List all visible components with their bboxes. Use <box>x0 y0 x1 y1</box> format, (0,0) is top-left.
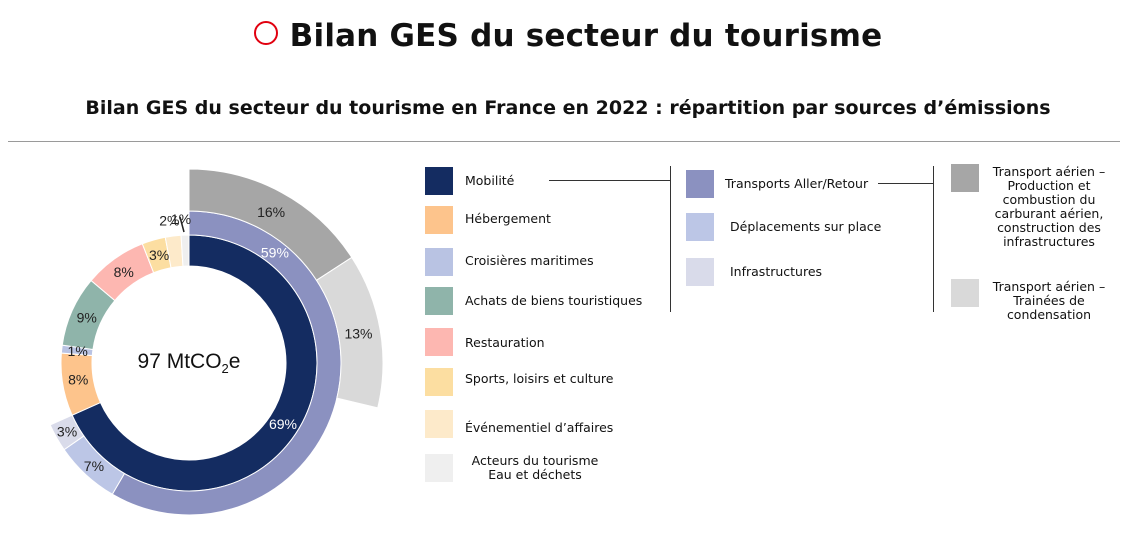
inner-ring <box>60 234 318 492</box>
legend-label-acteurs: Acteurs du tourisme Eau et déchets <box>467 454 603 482</box>
legend-swatch-deplacements <box>686 213 714 241</box>
slice-label-croisieres-maritimes: 1% <box>68 343 88 359</box>
legend-swatch-infrastructures <box>686 258 714 286</box>
legend-label-achats: Achats de biens touristiques <box>465 293 643 308</box>
leader-line <box>179 216 185 233</box>
legend-label-aerien-trainees: Transport aérien – Trainées de condensat… <box>985 280 1113 322</box>
legend-swatch-hebergement <box>425 206 453 234</box>
legend-label-aerien-trainees-line3: condensation <box>1006 307 1092 322</box>
legend-label-hebergement: Hébergement <box>465 211 551 226</box>
slice-transport-aerien-trainees-de-condensatio <box>315 256 384 409</box>
slice-label-transport-aerien-production-et-combustio: 16% <box>257 204 285 220</box>
slice-label-mobilite: 69% <box>269 416 297 432</box>
legend-label-evenementiel: Événementiel d’affaires <box>465 420 614 435</box>
legend-swatch-transports <box>686 170 714 198</box>
slice-label-transport-aerien-trainees-de-condensatio: 13% <box>344 326 372 342</box>
bracket-mobilite <box>670 166 671 312</box>
slice-label-infrastructures: 3% <box>57 424 77 440</box>
legend-swatch-acteurs <box>425 454 453 482</box>
legend-swatch-evenementiel <box>425 410 453 438</box>
slice-label-transports-aller-retour: 59% <box>261 244 289 260</box>
legend-label-croisieres: Croisières maritimes <box>465 253 594 268</box>
slice-label-deplacements-sur-place: 7% <box>84 458 104 474</box>
slice-labels: 69%8%1%9%8%3%2%59%7%3%16%13%1% <box>57 204 373 474</box>
slice-label-restauration: 8% <box>114 264 134 280</box>
legend-label-sports: Sports, loisirs et culture <box>465 371 614 386</box>
legend-swatch-sports <box>425 368 453 396</box>
divider <box>8 141 1120 142</box>
legend-swatch-aerien-trainees <box>951 279 979 307</box>
center-label: 97 MtCO2e <box>138 350 241 376</box>
page-header: Bilan GES du secteur du tourisme <box>0 18 1136 54</box>
legend-label-acteurs-line2: Eau et déchets <box>488 467 582 482</box>
chart-subtitle: Bilan GES du secteur du tourisme en Fran… <box>85 97 1051 119</box>
legend-label-aerien-trainees-line2: Trainées de <box>1013 293 1085 308</box>
slice-label-sports-loisirs-et-culture: 3% <box>149 247 169 263</box>
slice-infrastructures <box>49 414 85 451</box>
legend-label-deplacements: Déplacements sur place <box>730 219 882 234</box>
outer-ring <box>188 168 384 409</box>
slice-acteurs-du-tourisme-eau-et-dechets <box>180 234 190 267</box>
legend-label-aerien-production-line5: construction des <box>997 220 1101 235</box>
legend-label-transports: Transports Aller/Retour <box>725 176 869 191</box>
legend-label-infrastructures: Infrastructures <box>730 264 823 279</box>
legend-label-aerien-production-line1: Transport aérien – <box>992 164 1106 179</box>
page-title: Bilan GES du secteur du tourisme <box>289 18 883 54</box>
legend-swatch-achats <box>425 287 453 315</box>
legend-label-acteurs-line1: Acteurs du tourisme <box>471 453 599 468</box>
connector-mobilite <box>549 180 670 181</box>
legend-swatch-restauration <box>425 328 453 356</box>
connector-transports <box>878 183 933 184</box>
legend-label-aerien-production: Transport aérien – Production et combust… <box>985 165 1113 249</box>
legend-label-aerien-trainees-line1: Transport aérien – <box>992 279 1106 294</box>
legend-label-restauration: Restauration <box>465 335 545 350</box>
legend-swatch-croisieres <box>425 248 453 276</box>
legend-label-mobilite: Mobilité <box>465 173 515 188</box>
legend-label-aerien-production-line6: infrastructures <box>1003 234 1095 249</box>
legend-swatch-mobilite <box>425 167 453 195</box>
legend-label-aerien-production-line3: combustion du <box>1002 192 1096 207</box>
legend-label-aerien-production-line4: carburant aérien, <box>994 206 1104 221</box>
slice-label-hebergement: 8% <box>68 371 88 387</box>
slice-label-evenementiel-d-affaires: 2% <box>159 212 179 228</box>
slice-label-achats-de-biens-touristiques: 9% <box>77 309 97 325</box>
legend-label-aerien-production-line2: Production et <box>1007 178 1091 193</box>
legend-swatch-aerien-production <box>951 164 979 192</box>
donut-chart: 69%8%1%9%8%3%2%59%7%3%16%13%1% 97 MtCO2e <box>49 168 384 516</box>
bracket-transports <box>933 166 934 312</box>
title-circle-icon <box>253 21 278 45</box>
